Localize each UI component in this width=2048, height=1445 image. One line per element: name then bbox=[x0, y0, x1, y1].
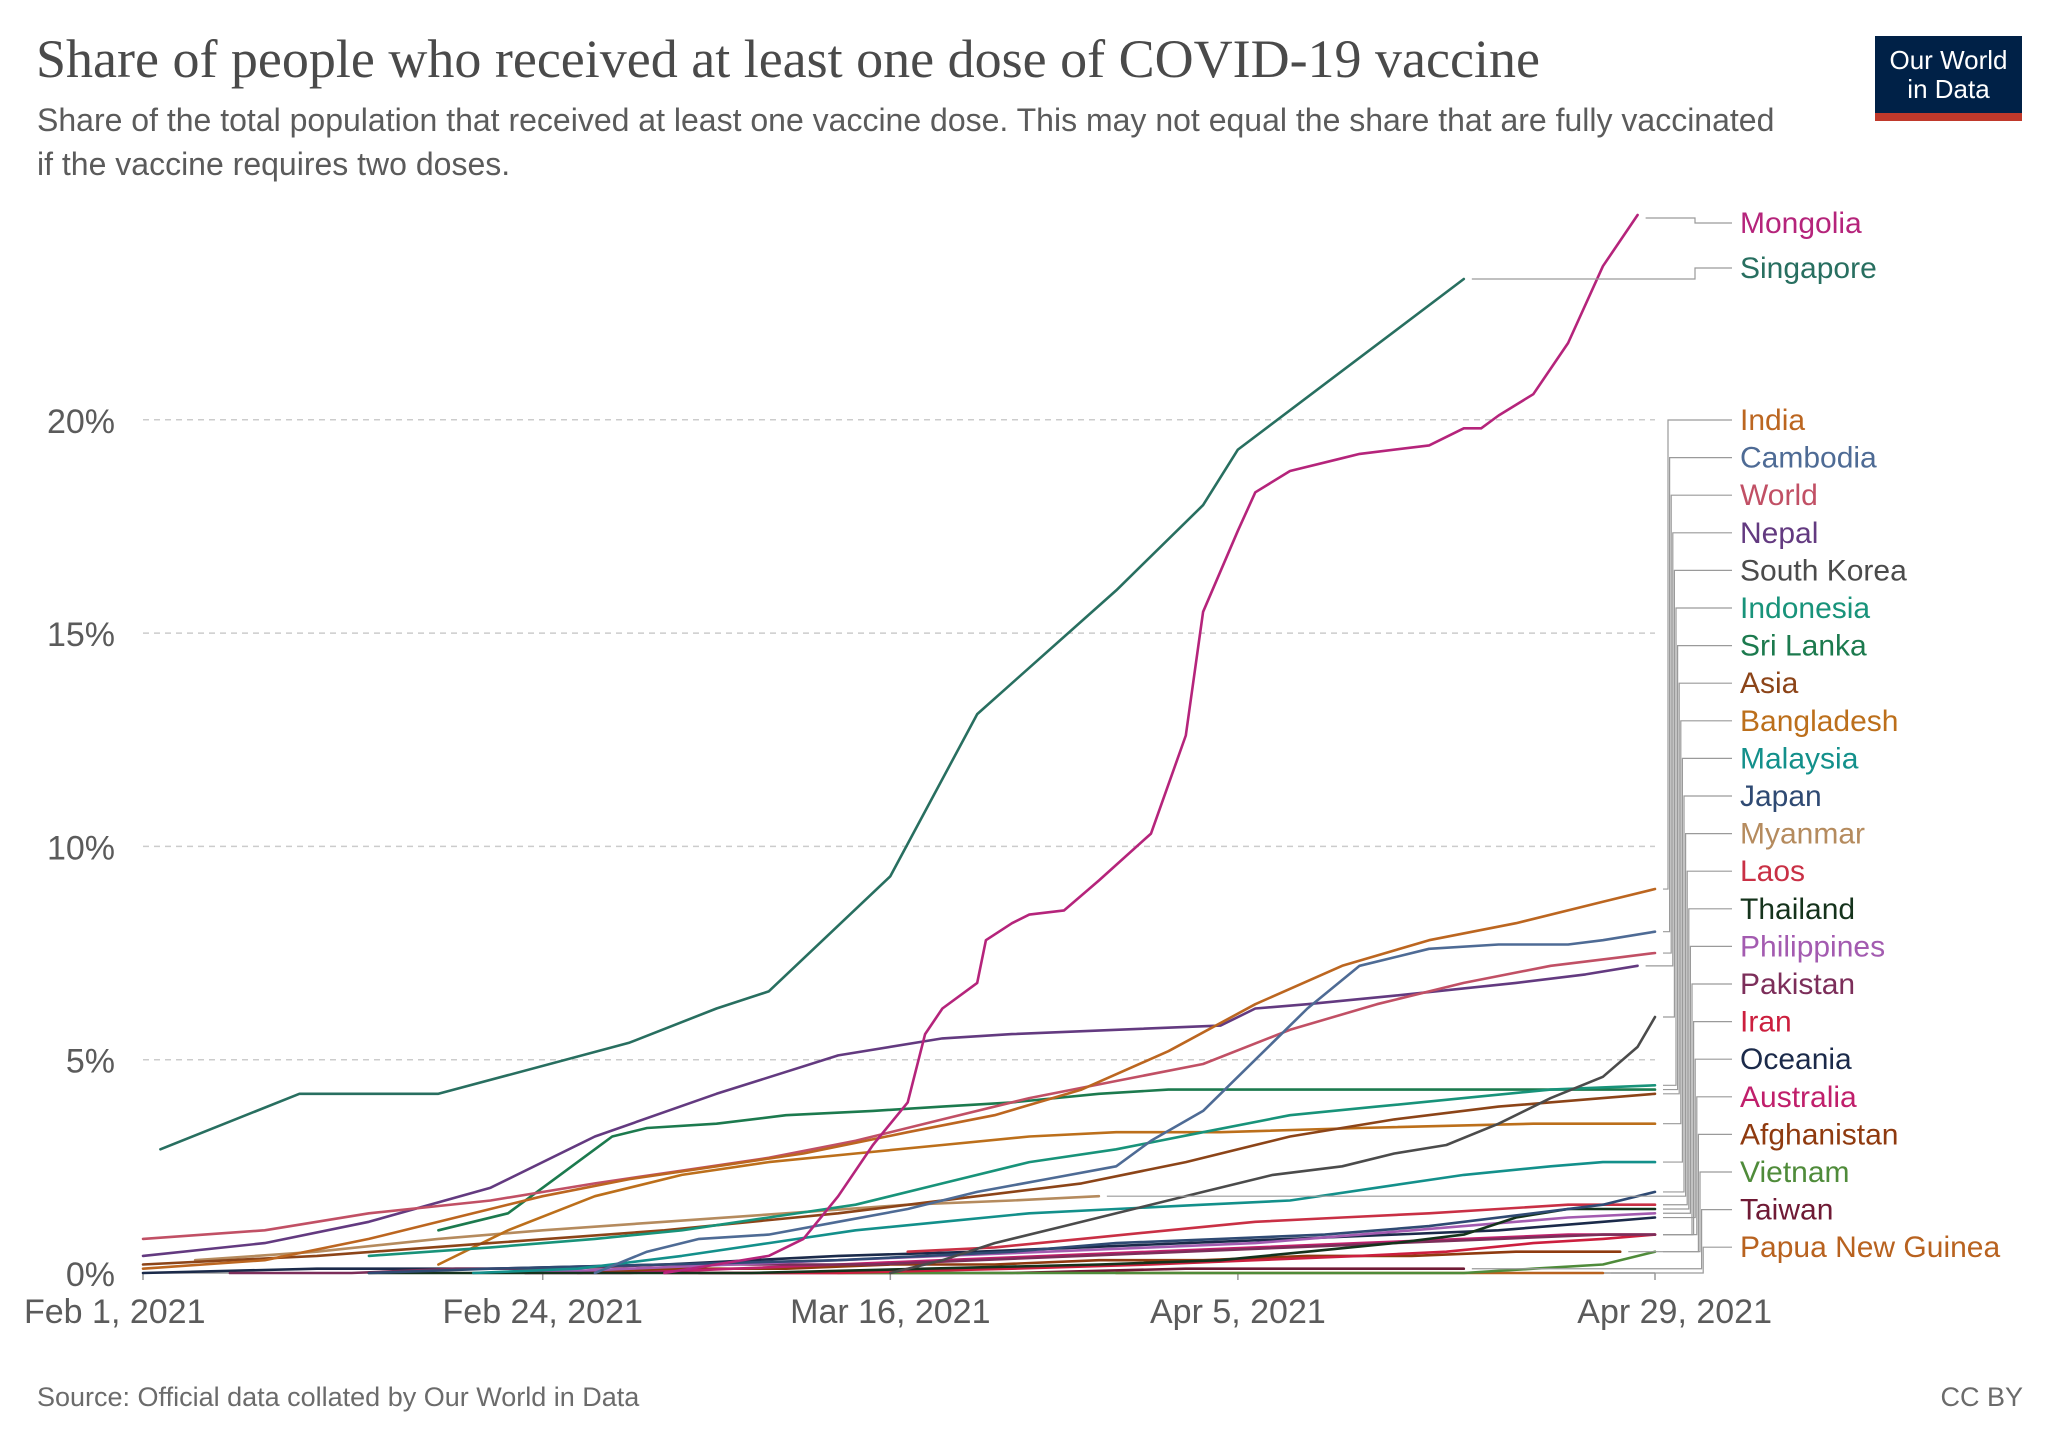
y-tick-label-2: 10% bbox=[47, 829, 115, 867]
source-note: Source: Official data collated by Our Wo… bbox=[37, 1382, 640, 1412]
series-line-south-korea[interactable] bbox=[889, 1015, 1657, 1275]
series-line-sri-lanka[interactable] bbox=[437, 1088, 1657, 1232]
legend-label-japan[interactable]: Japan bbox=[1740, 780, 1822, 813]
legend-connector-cambodia bbox=[1663, 457, 1732, 933]
series-line-myanmar[interactable] bbox=[193, 1194, 1101, 1262]
legend-label-pakistan[interactable]: Pakistan bbox=[1740, 968, 1855, 1001]
x-tick-label-4: Apr 29, 2021 bbox=[1577, 1293, 1772, 1331]
legend-connector-thailand bbox=[1663, 908, 1732, 1210]
legend-connector-myanmar bbox=[1106, 833, 1732, 1197]
series-line-asia[interactable] bbox=[141, 1092, 1657, 1266]
legend-label-afghanistan[interactable]: Afghanistan bbox=[1740, 1118, 1898, 1151]
legend-connector-indonesia bbox=[1663, 607, 1732, 1086]
series-line-vietnam[interactable] bbox=[836, 1250, 1657, 1275]
series-line-thailand[interactable] bbox=[367, 1207, 1657, 1275]
series-line-india[interactable] bbox=[141, 887, 1657, 1270]
series-line-laos[interactable] bbox=[906, 1203, 1657, 1253]
logo-line-2: in Data bbox=[1907, 74, 1990, 104]
legend-connector-nepal bbox=[1645, 532, 1732, 967]
legend-connector-taiwan bbox=[1471, 1209, 1732, 1270]
chart-subtitle: Share of the total population that recei… bbox=[37, 102, 1775, 182]
legend-label-world[interactable]: World bbox=[1740, 479, 1818, 512]
legend-connector-world bbox=[1663, 494, 1732, 954]
chart-title: Share of people who received at least on… bbox=[36, 29, 1540, 89]
legend-label-papua-new-guinea[interactable]: Papua New Guinea bbox=[1740, 1231, 2000, 1264]
legend-label-singapore[interactable]: Singapore bbox=[1740, 252, 1877, 285]
logo-line-1: Our World bbox=[1889, 45, 2008, 75]
legend-label-malaysia[interactable]: Malaysia bbox=[1740, 742, 1859, 775]
series-line-mongolia[interactable] bbox=[663, 213, 1639, 1275]
series-lines bbox=[141, 213, 1657, 1275]
legend-connector-malaysia bbox=[1663, 757, 1732, 1163]
legend-connector-bangladesh bbox=[1663, 720, 1732, 1125]
legend: Mongolia Singapore India Cambodia World Nepal… bbox=[1106, 207, 2000, 1274]
y-tick-label-3: 15% bbox=[47, 616, 115, 654]
series-line-japan[interactable] bbox=[367, 1190, 1657, 1275]
legend-label-mongolia[interactable]: Mongolia bbox=[1740, 207, 1862, 240]
legend-label-laos[interactable]: Laos bbox=[1740, 855, 1805, 888]
legend-connector-singapore bbox=[1471, 267, 1732, 280]
legend-label-taiwan[interactable]: Taiwan bbox=[1740, 1194, 1833, 1227]
legend-connector-south-korea bbox=[1663, 569, 1732, 1018]
legend-connector-papua-new-guinea bbox=[1610, 1246, 1732, 1274]
series-line-nepal[interactable] bbox=[141, 964, 1639, 1258]
legend-label-indonesia[interactable]: Indonesia bbox=[1740, 592, 1870, 625]
legend-label-thailand[interactable]: Thailand bbox=[1740, 893, 1855, 926]
legend-connector-iran bbox=[1663, 1021, 1732, 1236]
legend-label-india[interactable]: India bbox=[1740, 404, 1805, 437]
series-line-australia[interactable] bbox=[524, 1233, 1657, 1275]
series-line-iran[interactable] bbox=[663, 1233, 1657, 1275]
x-tick-label-0: Feb 1, 2021 bbox=[24, 1293, 205, 1331]
owid-logo[interactable]: Our World in Data bbox=[1875, 36, 2022, 121]
legend-connector-vietnam bbox=[1663, 1171, 1732, 1253]
legend-label-philippines[interactable]: Philippines bbox=[1740, 930, 1885, 963]
legend-connector-laos bbox=[1663, 870, 1732, 1206]
series-line-indonesia[interactable] bbox=[367, 1084, 1657, 1258]
legend-connector-philippines bbox=[1663, 945, 1732, 1214]
gridlines bbox=[143, 419, 1655, 1061]
legend-connector-asia bbox=[1663, 682, 1732, 1095]
legend-label-vietnam[interactable]: Vietnam bbox=[1740, 1156, 1850, 1189]
license-link[interactable]: CC BY bbox=[1940, 1382, 2023, 1412]
legend-connector-sri-lanka bbox=[1663, 645, 1732, 1091]
series-line-cambodia[interactable] bbox=[593, 930, 1657, 1275]
x-tick-label-3: Apr 5, 2021 bbox=[1150, 1293, 1326, 1331]
legend-label-nepal[interactable]: Nepal bbox=[1740, 517, 1818, 550]
legend-label-cambodia[interactable]: Cambodia bbox=[1740, 442, 1877, 475]
legend-connector-mongolia bbox=[1645, 217, 1732, 224]
legend-label-australia[interactable]: Australia bbox=[1740, 1081, 1857, 1114]
legend-label-oceania[interactable]: Oceania bbox=[1740, 1043, 1852, 1076]
legend-label-sri-lanka[interactable]: Sri Lanka bbox=[1740, 630, 1867, 663]
legend-label-south-korea[interactable]: South Korea bbox=[1740, 554, 1907, 587]
legend-label-myanmar[interactable]: Myanmar bbox=[1740, 818, 1865, 851]
x-tick-label-1: Feb 24, 2021 bbox=[443, 1293, 643, 1331]
x-tick-label-2: Mar 16, 2021 bbox=[790, 1293, 990, 1331]
legend-connector-japan bbox=[1663, 795, 1732, 1193]
series-line-bangladesh[interactable] bbox=[437, 1122, 1657, 1266]
legend-label-iran[interactable]: Iran bbox=[1740, 1006, 1792, 1039]
series-line-world[interactable] bbox=[141, 951, 1657, 1241]
legend-label-asia[interactable]: Asia bbox=[1740, 667, 1799, 700]
y-tick-label-0: 0% bbox=[66, 1256, 115, 1294]
legend-connector-oceania bbox=[1663, 1058, 1732, 1219]
series-line-singapore[interactable] bbox=[159, 277, 1466, 1151]
series-line-malaysia[interactable] bbox=[471, 1160, 1657, 1275]
legend-connector-australia bbox=[1663, 1096, 1732, 1236]
axes: 0% 5% 10% 15% 20% Feb 1, 2021 Feb 24, 2021 Mar … bbox=[24, 403, 1772, 1331]
legend-connector-india bbox=[1663, 419, 1732, 890]
y-tick-label-4: 20% bbox=[47, 403, 115, 441]
y-tick-label-1: 5% bbox=[66, 1043, 115, 1081]
legend-label-bangladesh[interactable]: Bangladesh bbox=[1740, 705, 1898, 738]
